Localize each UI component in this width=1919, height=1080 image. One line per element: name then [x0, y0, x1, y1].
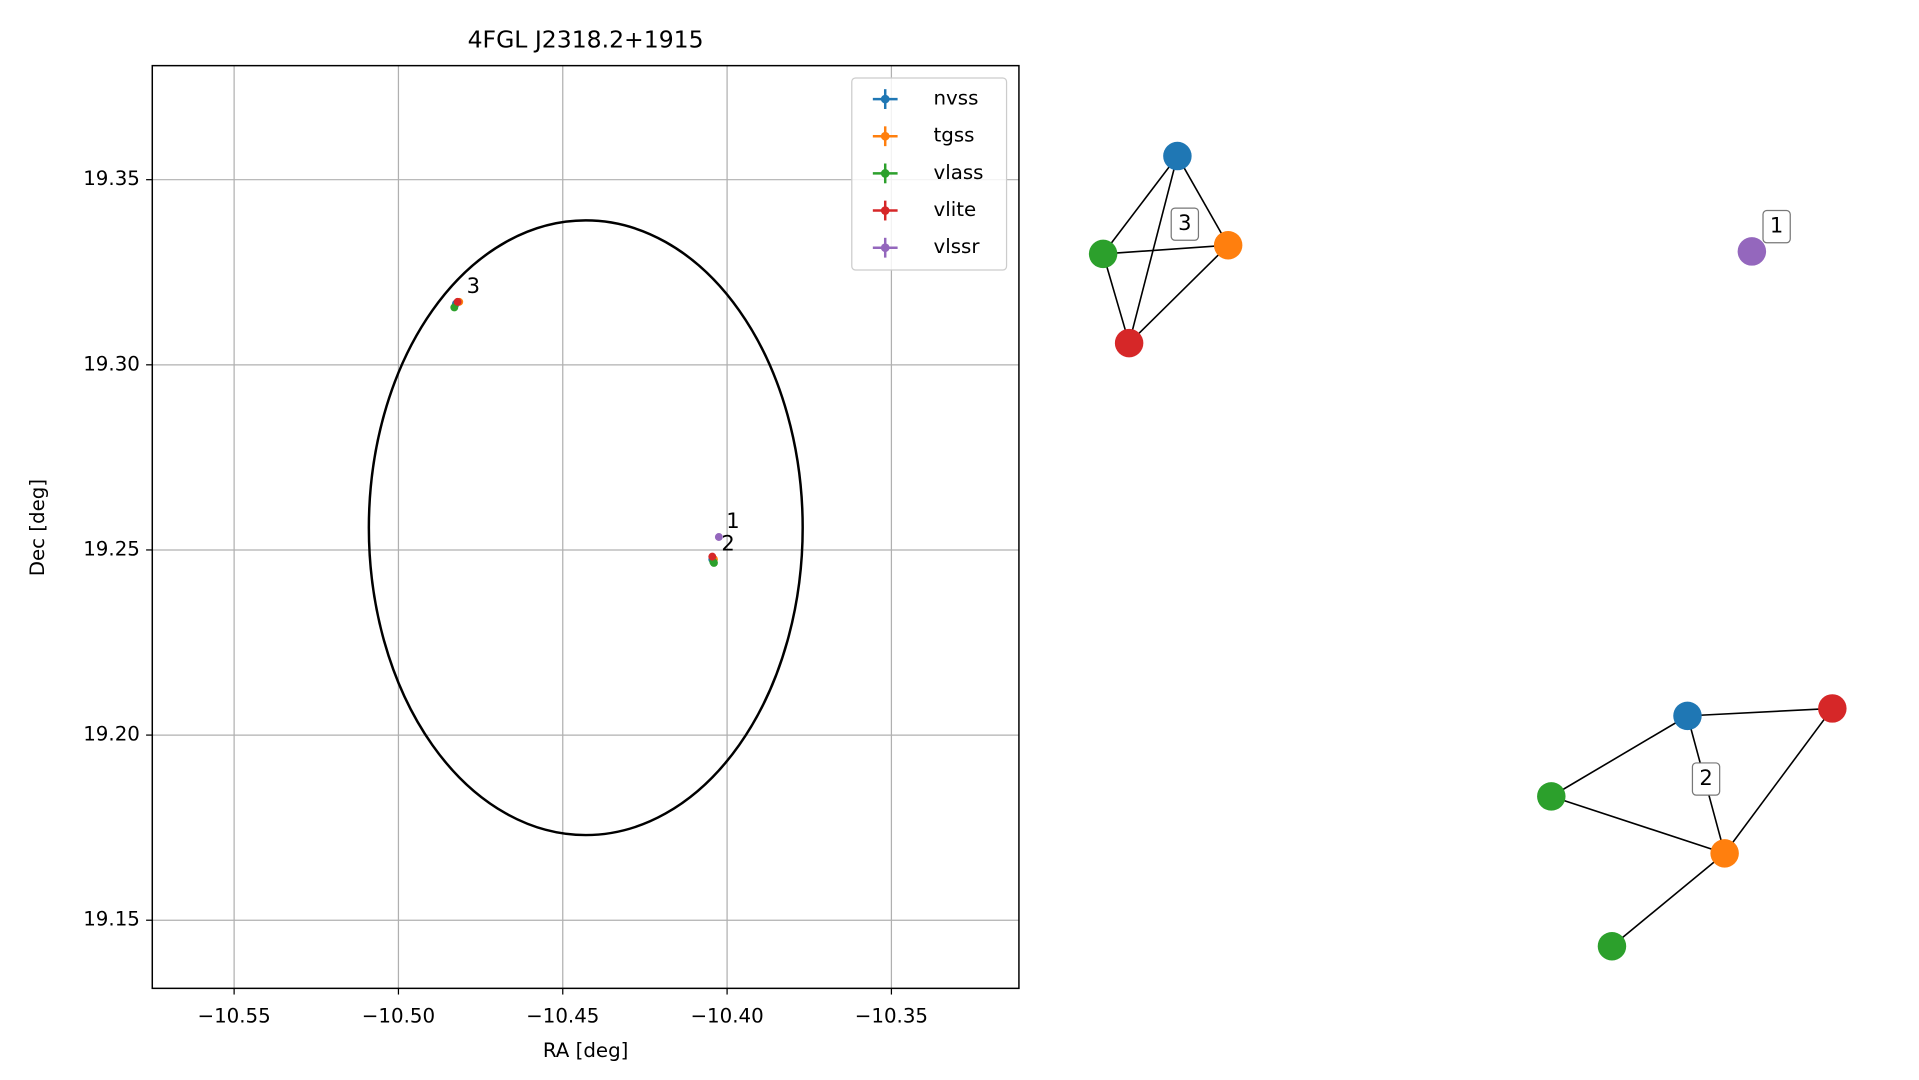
- cluster-label-box: [1762, 209, 1791, 244]
- x-tick-label: −10.50: [362, 1004, 435, 1027]
- graph-edge: [1176, 155, 1229, 246]
- y-tick-label: 19.20: [83, 723, 140, 746]
- localization-ellipse: [367, 219, 804, 837]
- y-tick-label: 19.25: [83, 537, 140, 560]
- graph-edge: [1551, 795, 1725, 855]
- graph-node: [1737, 237, 1767, 266]
- graph-node: [1537, 782, 1566, 811]
- cluster-label-box: [1691, 762, 1721, 796]
- y-axis-label: Dec [deg]: [26, 479, 49, 576]
- y-tick-label: 19.35: [83, 167, 140, 190]
- x-tick-label: −10.45: [526, 1004, 599, 1027]
- graph-edge: [1102, 253, 1130, 344]
- graph-edge: [1550, 715, 1688, 798]
- legend-marker: [880, 243, 890, 253]
- legend-marker: [880, 169, 890, 178]
- point-annotation: 2: [721, 530, 734, 555]
- legend-marker: [880, 131, 890, 141]
- x-tick-label: −10.35: [855, 1004, 928, 1027]
- graph-edge: [1128, 155, 1179, 344]
- legend-label: tgss: [934, 124, 975, 147]
- legend-box: [851, 77, 1008, 271]
- graph-node: [1673, 701, 1702, 731]
- y-tick-label: 19.30: [83, 352, 140, 375]
- cluster-label: 3: [1178, 210, 1191, 235]
- graph-edge: [1128, 244, 1229, 344]
- data-point: [714, 533, 723, 541]
- graph-node: [1114, 328, 1144, 358]
- legend-marker: [880, 94, 890, 104]
- graph-node: [1597, 931, 1627, 961]
- graph-node: [1710, 839, 1739, 868]
- graph-edge: [1687, 707, 1833, 717]
- x-axis-label: RA [deg]: [543, 1039, 629, 1062]
- graph-node: [1213, 230, 1243, 260]
- chart-title: 4FGL J2318.2+1915: [468, 25, 704, 53]
- graph-node: [1818, 694, 1847, 723]
- legend-label: vlssr: [934, 235, 981, 258]
- cluster-label: 1: [1770, 213, 1783, 238]
- legend-label: vlass: [934, 161, 984, 184]
- legend-marker: [880, 206, 890, 215]
- cluster-label: 2: [1699, 765, 1712, 790]
- graph-edge: [1103, 244, 1229, 255]
- y-tick-label: 19.15: [83, 908, 140, 931]
- legend-label: nvss: [934, 87, 979, 110]
- graph-edge: [1102, 155, 1179, 255]
- legend-label: vlite: [934, 198, 977, 221]
- cluster-label-box: [1170, 207, 1200, 241]
- point-annotation: 3: [467, 273, 480, 298]
- graph-edge: [1611, 852, 1726, 947]
- data-point: [708, 552, 717, 561]
- plot-frame: [151, 64, 1020, 990]
- graph-node: [1163, 141, 1192, 171]
- data-point: [453, 297, 462, 306]
- graph-node: [1088, 239, 1118, 269]
- point-annotation: 1: [726, 508, 739, 533]
- x-tick-label: −10.40: [690, 1004, 763, 1027]
- x-tick-label: −10.55: [197, 1004, 270, 1027]
- graph-edge: [1723, 707, 1833, 854]
